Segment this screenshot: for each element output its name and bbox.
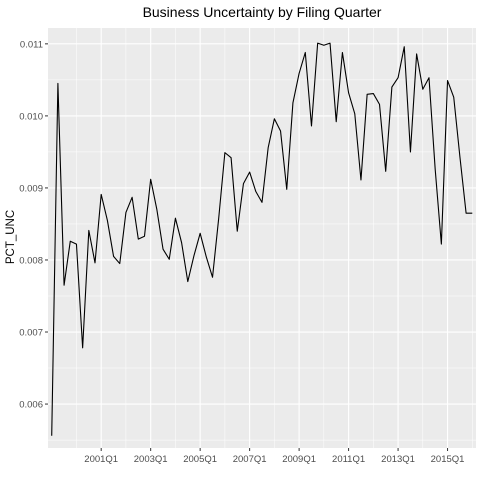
x-tick-label: 2001Q1 — [84, 454, 118, 465]
y-tick-label: 0.011 — [20, 39, 43, 50]
x-tick-label: 2005Q1 — [183, 454, 217, 465]
x-tick-label: 2003Q1 — [134, 454, 168, 465]
chart-title: Business Uncertainty by Filing Quarter — [143, 4, 382, 20]
x-tick-label: 2011Q1 — [332, 454, 365, 465]
y-tick-label: 0.009 — [19, 183, 43, 194]
y-axis-title: PCT_UNC — [5, 210, 17, 264]
y-tick-label: 0.007 — [19, 328, 43, 339]
x-tick-label: 2013Q1 — [381, 454, 415, 465]
series-line — [51, 42, 473, 436]
x-tick-label: 2009Q1 — [282, 454, 316, 465]
plot-panel — [48, 28, 476, 448]
y-tick-label: 0.006 — [19, 400, 43, 411]
x-tick-label: 2007Q1 — [233, 454, 267, 465]
y-tick-label: 0.010 — [19, 111, 43, 122]
x-tick-label: 2015Q1 — [431, 454, 465, 465]
y-tick-label: 0.008 — [19, 255, 43, 266]
